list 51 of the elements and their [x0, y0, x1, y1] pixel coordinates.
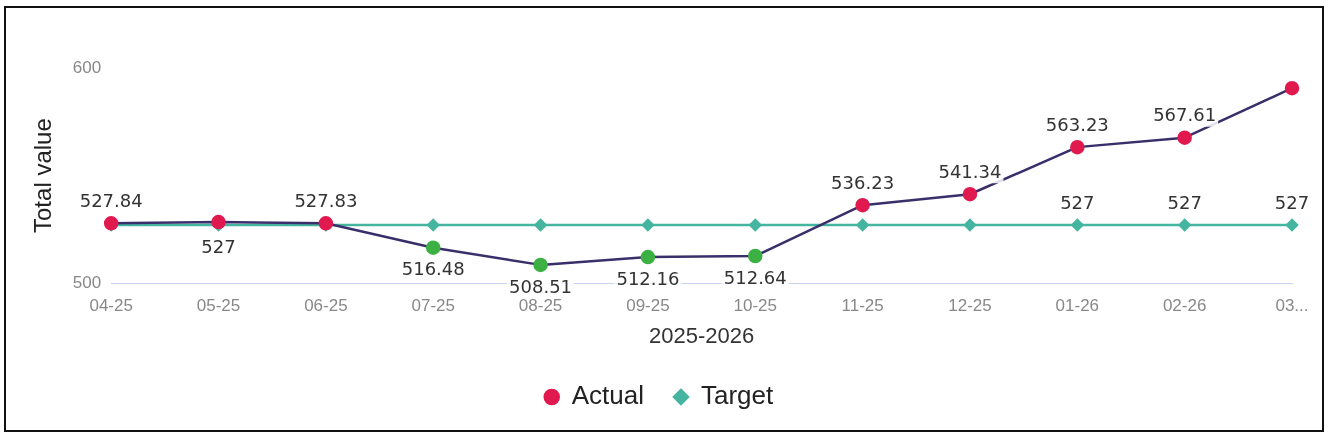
point	[855, 197, 870, 213]
y-tick-label: 500	[72, 272, 102, 292]
data-label: 527	[1274, 191, 1310, 213]
point	[1285, 218, 1299, 232]
point	[1178, 218, 1191, 232]
x-tick-label: 11-25	[841, 296, 884, 316]
data-label: 516.48	[401, 258, 465, 280]
point	[1070, 139, 1085, 155]
point	[1177, 130, 1192, 145]
x-axis-title: 2025-2026	[648, 322, 755, 348]
x-tick-label: 05-25	[196, 296, 241, 316]
x-tick-label: 02-26	[1162, 296, 1207, 316]
data-label: 527	[201, 235, 236, 257]
data-label: 527.83	[294, 189, 358, 211]
point	[1071, 218, 1084, 232]
point	[534, 218, 547, 232]
x-tick-label: 01-26	[1055, 296, 1100, 316]
x-tick-label: 10-25	[733, 296, 777, 316]
x-tick-label: 03...	[1275, 296, 1309, 316]
point	[425, 240, 441, 255]
data-label: 527	[1167, 191, 1202, 213]
point	[856, 218, 869, 232]
point	[640, 249, 656, 265]
point	[533, 257, 548, 273]
legend-label: Target	[701, 380, 775, 411]
data-label: 512.16	[616, 267, 680, 289]
x-tick-label: 07-25	[411, 296, 455, 316]
point	[962, 186, 978, 202]
data-label: 527.84	[79, 189, 143, 211]
data-label: 536.23	[831, 171, 895, 193]
data-label: 508.51	[509, 275, 573, 297]
data-label: 567.61	[1153, 104, 1217, 126]
x-tick-label: 08-25	[518, 296, 563, 316]
legend-label: Actual	[571, 380, 644, 411]
data-label: 527	[1060, 191, 1095, 213]
y-axis-title: Total value	[29, 118, 57, 233]
point	[211, 214, 226, 230]
data-label: 563.23	[1045, 113, 1109, 135]
y-tick-label: 600	[72, 57, 102, 77]
point	[426, 218, 440, 232]
x-tick-label: 06-25	[304, 296, 348, 316]
data-label: 512.64	[723, 266, 787, 288]
x-tick-label: 04-25	[89, 296, 133, 316]
x-tick-label: 09-25	[626, 296, 670, 316]
point	[749, 218, 762, 232]
data-label: 541.34	[938, 160, 1002, 182]
x-tick-label: 12-25	[948, 296, 992, 316]
point	[963, 218, 977, 232]
point	[641, 218, 655, 232]
point	[748, 248, 763, 264]
point	[1284, 80, 1300, 96]
